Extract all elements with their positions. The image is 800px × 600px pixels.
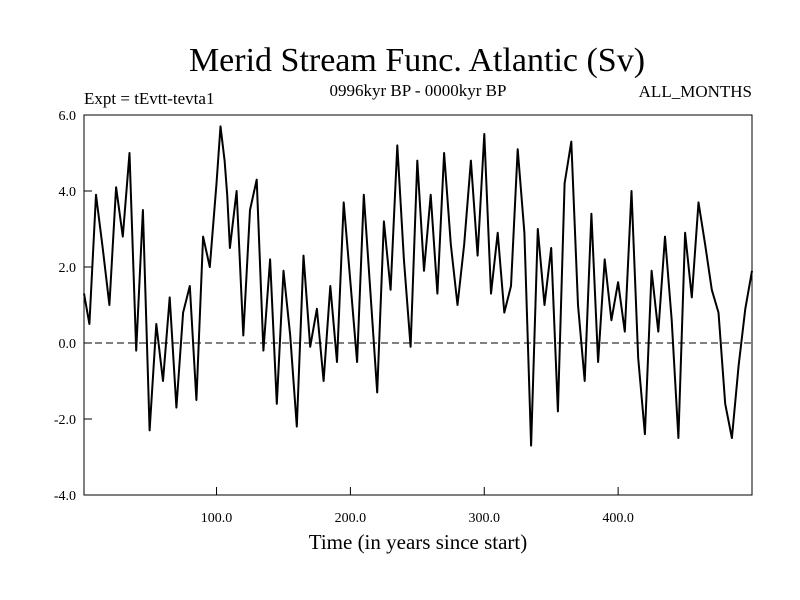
x-tick-label: 100.0 (201, 511, 233, 526)
y-tick-label: 4.0 (59, 185, 77, 200)
x-tick-label: 400.0 (602, 511, 634, 526)
y-tick-label: 2.0 (59, 261, 77, 276)
series-line (83, 125, 753, 447)
plot-frame (83, 114, 753, 496)
chart-title: Merid Stream Func. Atlantic (Sv) (189, 42, 645, 79)
x-axis-ticks: 100.0 200.0 300.0 400.0 (201, 487, 634, 526)
x-tick-label: 300.0 (469, 511, 501, 526)
y-axis-ticks: -4.0 -2.0 0.0 2.0 4.0 6.0 (54, 109, 92, 504)
x-tick-label: 200.0 (335, 511, 367, 526)
time-range-label: 0996kyr BP - 0000kyr BP (330, 81, 507, 100)
y-tick-label: -2.0 (54, 413, 76, 428)
months-label: ALL_MONTHS (639, 82, 752, 101)
x-axis-label: Time (in years since start) (309, 530, 528, 554)
plot-area: 100.0 200.0 300.0 400.0 -4.0 -2.0 0.0 2.0 4.0 6.… (54, 109, 753, 526)
y-tick-label: -4.0 (54, 489, 76, 504)
y-tick-label: 0.0 (59, 337, 77, 352)
y-tick-label: 6.0 (59, 109, 77, 124)
experiment-label: Expt = tEvtt-tevta1 (84, 89, 214, 108)
